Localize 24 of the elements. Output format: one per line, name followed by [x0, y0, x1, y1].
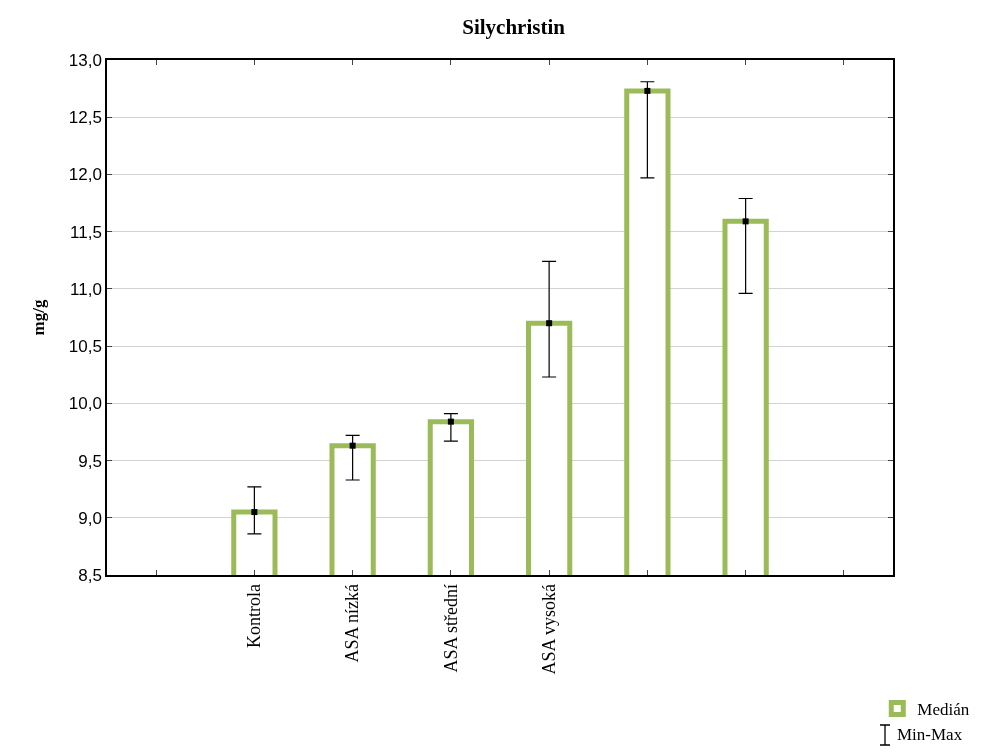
x-tick-label: ASA vysoká [538, 583, 559, 675]
point [644, 87, 651, 94]
text: Min-Max [897, 725, 963, 745]
point [349, 442, 356, 449]
point [546, 320, 553, 327]
y-tick-label: 12,0 [68, 165, 102, 185]
y-tick-label: 9,0 [78, 508, 102, 528]
legend-label: Medián [917, 700, 970, 720]
x-tick-label: ASA nízká [342, 583, 363, 663]
point [251, 509, 258, 516]
y-tick-label: 13,0 [68, 50, 102, 70]
x-tick-label: Kontrola [244, 583, 265, 648]
y-tick-label: 11,0 [70, 279, 102, 299]
y-tick-label: 9,5 [78, 451, 102, 471]
x-tick-label: ASA střední [440, 583, 461, 673]
point [447, 418, 454, 425]
y-tick-label: 10,5 [68, 337, 102, 357]
chart-title: Silychristin [462, 14, 566, 39]
y-tick-label: 10,0 [68, 394, 102, 414]
point [742, 218, 749, 225]
y-tick-label: 11,5 [70, 222, 102, 242]
y-tick-label: 12,5 [68, 108, 102, 128]
y-axis-title: mg/g [28, 299, 48, 336]
y-tick-label: 8,5 [78, 565, 102, 585]
